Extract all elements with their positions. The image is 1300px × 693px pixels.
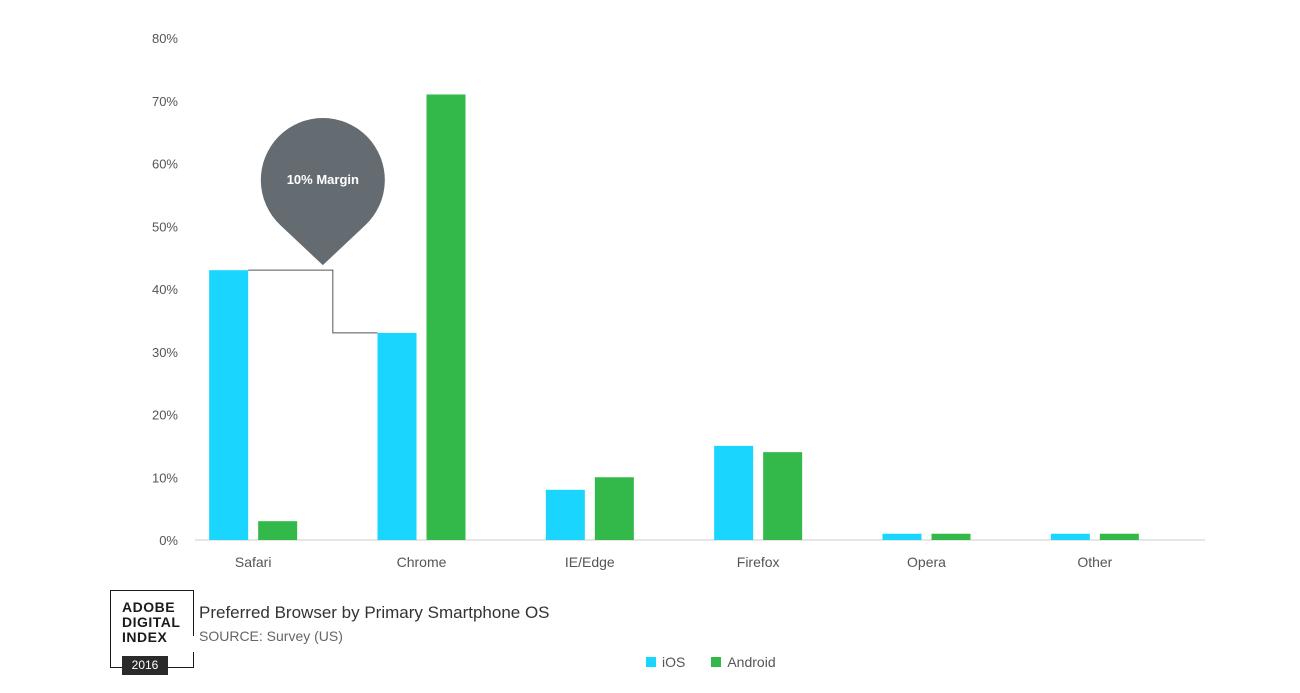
bar-opera-ios bbox=[882, 533, 922, 540]
bar-ieedge-android bbox=[594, 477, 634, 540]
bar-firefox-ios bbox=[714, 445, 754, 540]
x-category-label: Safari bbox=[235, 554, 272, 570]
bar-other-ios bbox=[1050, 533, 1090, 540]
bar-safari-ios bbox=[209, 270, 249, 540]
logo-text: ADOBE DIGITAL INDEX bbox=[122, 599, 181, 645]
legend-label-ios: iOS bbox=[662, 654, 686, 670]
y-tick-label: 50% bbox=[152, 219, 178, 234]
margin-callout-label: 10% Margin bbox=[287, 172, 359, 187]
bar-firefox-android bbox=[763, 452, 803, 540]
x-category-label: Opera bbox=[907, 554, 946, 570]
bar-safari-android bbox=[258, 521, 298, 540]
legend-item-android: Android bbox=[711, 654, 776, 670]
adobe-digital-index-logo: ADOBE DIGITAL INDEX 2016 bbox=[110, 590, 194, 675]
legend-swatch-ios bbox=[646, 657, 656, 667]
margin-connector-line bbox=[248, 269, 378, 334]
legend: iOS Android bbox=[646, 654, 776, 670]
x-category-label: Chrome bbox=[397, 554, 447, 570]
bar-chrome-ios bbox=[377, 332, 417, 540]
x-category-label: Other bbox=[1077, 554, 1112, 570]
logo-year: 2016 bbox=[122, 656, 168, 675]
bar-opera-android bbox=[931, 533, 971, 540]
chart-footer-title: Preferred Browser by Primary Smartphone … bbox=[199, 603, 550, 622]
bar-other-android bbox=[1099, 533, 1139, 540]
y-tick-label: 30% bbox=[152, 345, 178, 360]
margin-callout-pin bbox=[260, 118, 385, 266]
bar-chart: 0% 10% 20% 30% 40% 50% 60% 70% 80% Safari Chrome IE… bbox=[152, 31, 1205, 570]
bar-chrome-android bbox=[426, 94, 466, 540]
x-category-label: IE/Edge bbox=[565, 554, 615, 570]
chart-source: SOURCE: Survey (US) bbox=[199, 628, 343, 644]
y-tick-label: 80% bbox=[152, 31, 178, 46]
y-tick-label: 20% bbox=[152, 408, 178, 423]
x-category-label: Firefox bbox=[737, 554, 780, 570]
legend-swatch-android bbox=[711, 657, 722, 667]
legend-label-android: Android bbox=[727, 654, 776, 670]
y-tick-label: 0% bbox=[159, 533, 178, 548]
y-tick-label: 10% bbox=[152, 470, 178, 485]
bar-ieedge-ios bbox=[545, 489, 585, 540]
legend-item-ios: iOS bbox=[646, 654, 685, 670]
y-tick-label: 40% bbox=[152, 282, 178, 297]
y-tick-label: 60% bbox=[152, 157, 178, 172]
y-tick-label: 70% bbox=[152, 94, 178, 109]
